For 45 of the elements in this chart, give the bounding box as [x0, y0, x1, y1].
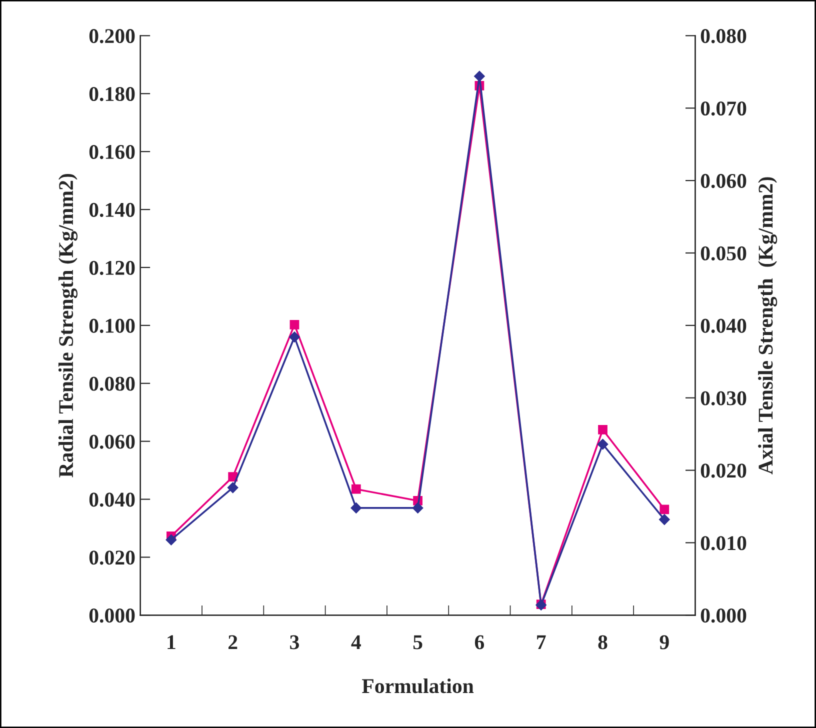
x-tick-label: 6	[474, 635, 484, 650]
y-tick-label: 0.060	[89, 434, 135, 449]
y2-tick-label: 0.040	[700, 318, 746, 333]
y-tick-label: 0.140	[89, 202, 135, 218]
y-tick-label: 0.160	[89, 144, 135, 160]
y2-tick-label: 0.050	[700, 246, 746, 261]
y-tick-label: 0.000	[89, 608, 135, 623]
y2-tick-label: 0.020	[700, 464, 746, 478]
y-tick-label: 0.200	[89, 29, 135, 44]
y2-axis-title: Axial Tensile Strength (Kg/mm2)	[758, 177, 778, 474]
y2-tick-label: 0.010	[700, 536, 746, 550]
point	[598, 425, 608, 434]
y-tick-label: 0.120	[89, 260, 135, 275]
x-tick-label: 1	[168, 635, 176, 650]
x-tick-label: 7	[537, 635, 546, 650]
x-tick-label: 4	[351, 635, 361, 650]
y-tick-label: 0.100	[89, 318, 135, 333]
x-tick-label: 5	[413, 635, 422, 650]
point	[166, 534, 177, 546]
y2-tick-label: 0.030	[700, 391, 746, 406]
y-axis-title: Radial Tensile Strength (Kg/mm2)	[58, 174, 78, 478]
point	[597, 438, 608, 450]
point	[290, 320, 300, 330]
point	[474, 70, 485, 82]
point	[412, 502, 424, 514]
x-tick-label: 3	[290, 635, 299, 650]
point	[660, 504, 670, 514]
x-tick-label: 9	[660, 635, 669, 650]
point	[658, 514, 670, 525]
point	[351, 484, 361, 494]
x-axis-title: Formulation	[362, 678, 474, 694]
point	[228, 472, 238, 482]
x-tick-label: 2	[228, 635, 238, 650]
y-tick-label: 0.080	[89, 376, 135, 391]
point	[289, 332, 300, 342]
y2-tick-label: 0.000	[700, 608, 746, 623]
y2-tick-label: 0.070	[700, 101, 746, 116]
point	[227, 482, 238, 494]
y2-tick-label: 0.080	[700, 29, 746, 44]
x-tick-label: 8	[598, 635, 608, 650]
y-tick-label: 0.180	[89, 86, 135, 102]
y-tick-label: 0.040	[89, 492, 135, 507]
y-tick-label: 0.020	[89, 550, 135, 565]
y2-tick-label: 0.060	[700, 174, 746, 188]
point	[350, 502, 362, 514]
